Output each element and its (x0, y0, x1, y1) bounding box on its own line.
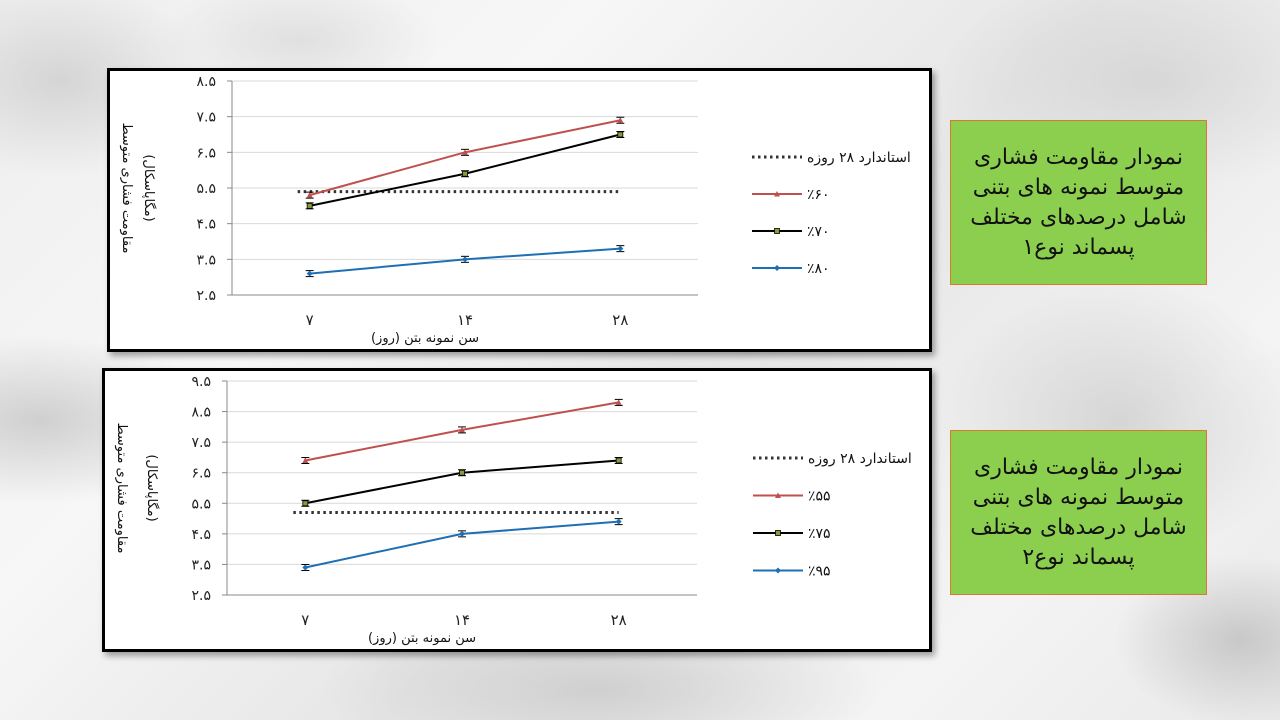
y-tick-label: ۹.۵ (192, 374, 212, 390)
series-line-1 (309, 119, 621, 197)
data-point-1 (306, 192, 313, 198)
x-tick-label: ۲۸ (612, 311, 628, 329)
data-point-1 (462, 149, 468, 155)
legend-marker-1 (775, 492, 781, 498)
data-point-1 (617, 117, 624, 123)
x-axis-title: سن نمونه بتن (روز) (371, 331, 479, 346)
legend-marker-3 (774, 265, 780, 271)
y-tick-label: ۵.۵ (197, 181, 217, 197)
data-point-2 (462, 170, 468, 177)
chart-2: ۹.۵ ۸.۵ ۷.۵ ۶.۵ ۵.۵ ۴.۵ ۳.۵ ۲.۵ ۷ ۱۴ ۲۸ سن نمونه بت… (102, 368, 932, 652)
x-tick-label: ۷ (301, 611, 309, 629)
x-tick-label: ۱۴ (454, 611, 470, 629)
data-point-2 (615, 457, 622, 464)
chart-1: ۸.۵ ۷.۵ ۶.۵ ۵.۵ ۴.۵ ۳.۵ ۲.۵ ۷ ۱۴ ۲۸ سن نمونه بتن (… (107, 68, 932, 352)
data-point-1 (615, 399, 622, 405)
y-tick-label: ۴.۵ (197, 217, 217, 233)
legend-label-3: ٪۹۵ (808, 564, 831, 580)
x-tick-label: ۲۸ (611, 611, 627, 629)
series-line-2 (309, 133, 621, 207)
data-point-3 (459, 530, 465, 537)
y-axis-unit: (مگاپاسکال) (144, 454, 160, 521)
y-axis-title: مقاومت فشاری متوسط (114, 423, 129, 554)
data-point-2 (306, 202, 313, 209)
y-tick-label: ۸.۵ (197, 74, 217, 90)
y-axis-title: مقاومت فشاری متوسط (119, 123, 134, 254)
y-tick-label: ۲.۵ (197, 288, 217, 304)
data-point-2 (302, 500, 309, 507)
legend-marker-1 (774, 191, 780, 197)
x-tick-label: ۱۴ (457, 311, 473, 329)
data-point-1 (302, 457, 309, 463)
y-tick-label: ۶.۵ (192, 466, 212, 482)
y-tick-label: ۸.۵ (192, 405, 212, 421)
legend-label-1: ٪۶۰ (807, 187, 830, 203)
chart-2-plot: ۹.۵ ۸.۵ ۷.۵ ۶.۵ ۵.۵ ۴.۵ ۳.۵ ۲.۵ ۷ ۱۴ ۲۸ سن نمونه بت… (114, 374, 912, 646)
legend-label-2: ٪۷۰ (807, 224, 830, 240)
y-tick-label: ۴.۵ (192, 527, 212, 543)
y-axis-unit: (مگاپاسکال) (141, 154, 157, 221)
y-tick-label: ۵.۵ (192, 496, 212, 512)
data-point-3 (617, 245, 624, 252)
data-point-3 (615, 518, 622, 525)
legend-marker-3 (775, 567, 781, 574)
legend-label-1: ٪۵۵ (808, 489, 831, 505)
y-tick-label: ۶.۵ (197, 145, 217, 161)
data-point-2 (617, 131, 624, 138)
legend-marker-2 (775, 530, 781, 536)
y-tick-label: ۲.۵ (192, 588, 212, 604)
y-tick-label: ۳.۵ (197, 252, 217, 268)
chart-1-plot: ۸.۵ ۷.۵ ۶.۵ ۵.۵ ۴.۵ ۳.۵ ۲.۵ ۷ ۱۴ ۲۸ سن نمونه بتن (… (119, 74, 911, 346)
data-point-3 (306, 270, 313, 277)
legend-standard-label: استاندارد ۲۸ روزه (808, 451, 912, 467)
data-point-1 (459, 426, 465, 433)
data-point-3 (302, 564, 309, 571)
y-tick-label: ۳.۵ (192, 557, 212, 573)
series-line-2 (305, 459, 619, 505)
y-tick-label: ۷.۵ (192, 435, 212, 451)
x-tick-label: ۷ (306, 311, 314, 329)
data-point-2 (459, 469, 465, 476)
legend-marker-2 (774, 228, 780, 234)
caption-chart-1: نمودار مقاومت فشاری متوسط نمونه های بتنی… (950, 120, 1207, 285)
legend-label-3: ٪۸۰ (807, 261, 830, 277)
legend-standard-label: استاندارد ۲۸ روزه (807, 150, 911, 166)
y-tick-label: ۷.۵ (197, 110, 217, 126)
caption-chart-2: نمودار مقاومت فشاری متوسط نمونه های بتنی… (950, 430, 1207, 595)
x-axis-title: سن نمونه بتن (روز) (368, 631, 476, 646)
data-point-3 (462, 256, 468, 263)
series-line-3 (305, 520, 619, 569)
legend-label-2: ٪۷۵ (808, 526, 831, 542)
